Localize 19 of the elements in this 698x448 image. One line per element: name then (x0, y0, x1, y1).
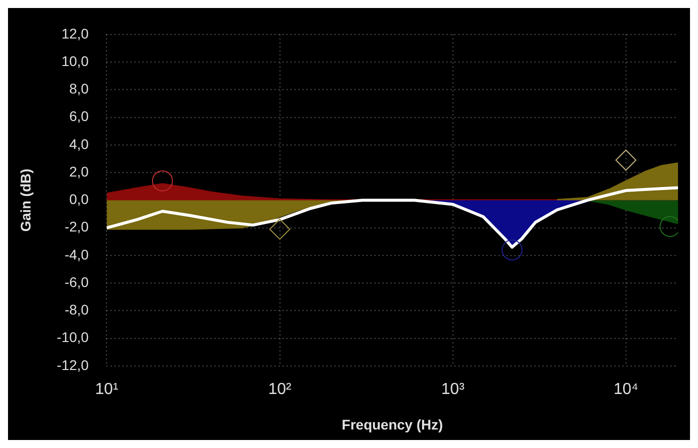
y-tick-label: 12,0 (61, 25, 89, 42)
y-tick-label: 2,0 (69, 163, 89, 180)
y-tick-label: 0,0 (69, 191, 89, 208)
x-tick-label: 10³ (441, 381, 466, 398)
x-tick-label: 10² (268, 381, 292, 398)
x-tick-label: 10⁴ (614, 381, 638, 398)
x-axis-title: Frequency (Hz) (342, 416, 443, 432)
y-tick-label: 10,0 (61, 52, 89, 69)
y-tick-label: -6,0 (64, 274, 89, 290)
y-tick-label: 8,0 (69, 80, 89, 97)
y-tick-label: -8,0 (64, 302, 89, 318)
y-tick-label: -10,0 (56, 329, 89, 346)
y-tick-label: 6,0 (69, 108, 89, 124)
y-tick-label: -2,0 (64, 218, 89, 235)
x-tick-label: 10¹ (95, 381, 118, 398)
y-tick-label: -4,0 (64, 246, 89, 262)
y-tick-label: 4,0 (69, 136, 89, 152)
y-axis-title: Gain (dB) (17, 168, 34, 232)
y-tick-label: -12,0 (56, 356, 89, 373)
